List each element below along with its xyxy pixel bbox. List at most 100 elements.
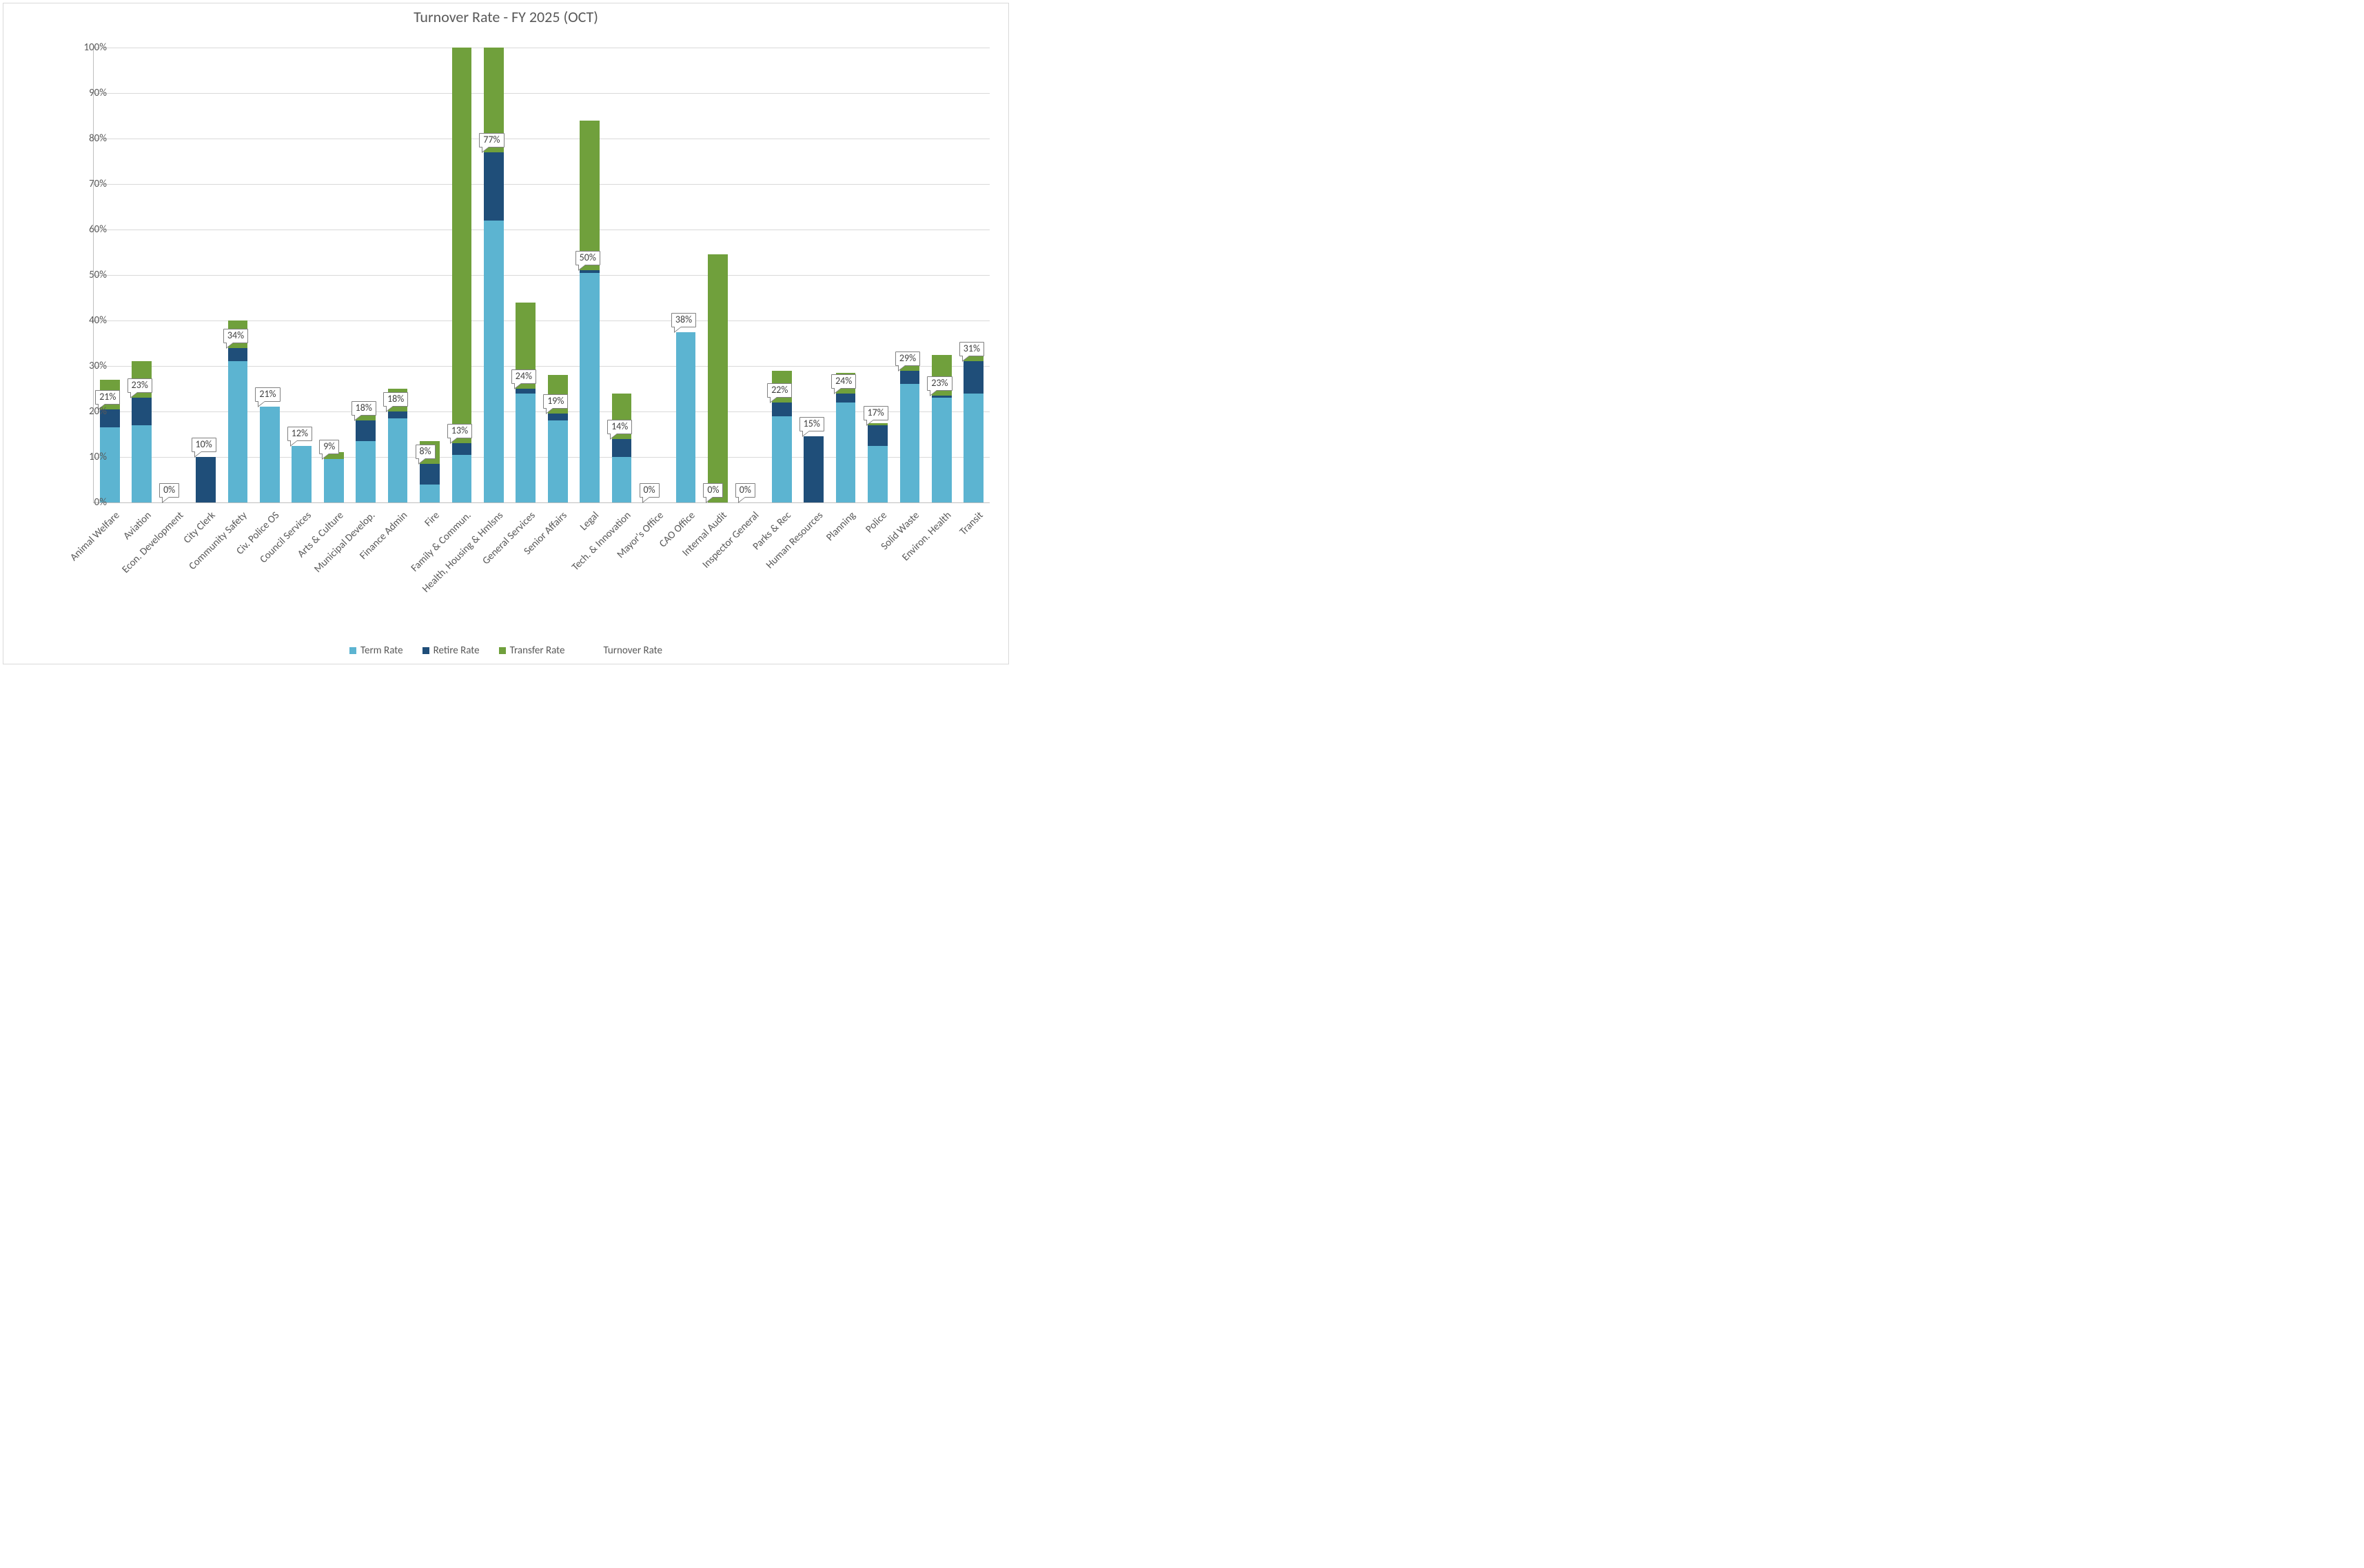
bar-segment-term	[484, 221, 504, 502]
bar	[484, 48, 504, 502]
legend-item: Term Rate	[349, 644, 403, 657]
bar-segment-retire	[516, 389, 536, 394]
bar-segment-transfer	[708, 254, 728, 502]
y-tick-label: 10%	[64, 451, 107, 463]
data-label-tail-fill	[963, 356, 969, 360]
data-label: 31%	[959, 342, 984, 356]
legend-label: Retire Rate	[434, 644, 480, 657]
legend-label: Term Rate	[360, 644, 403, 657]
data-label: 24%	[831, 374, 856, 389]
bar-segment-term	[676, 332, 696, 503]
bar-segment-term	[228, 361, 248, 502]
data-label: 17%	[864, 406, 888, 420]
y-tick-label: 70%	[64, 178, 107, 190]
data-label-tail-fill	[579, 265, 585, 269]
x-tick-label: Human Resources	[764, 509, 826, 571]
bar-segment-term	[388, 418, 408, 502]
data-label-tail-fill	[387, 406, 393, 411]
bar-segment-retire	[228, 348, 248, 362]
x-tick-label: Planning	[824, 509, 858, 544]
bar-segment-term	[580, 273, 600, 502]
legend-swatch	[349, 647, 356, 654]
bar	[932, 48, 952, 502]
data-label: 0%	[703, 483, 723, 498]
data-label-tail-fill	[323, 454, 329, 458]
data-label-tail-fill	[547, 408, 553, 413]
data-label-tail-fill	[706, 497, 713, 502]
data-label-tail-fill	[258, 401, 265, 406]
data-label: 13%	[447, 424, 472, 438]
bar	[132, 48, 152, 502]
plot-area: 21%23%0%10%34%21%12%9%18%18%8%13%77%24%1…	[93, 48, 990, 503]
bar-segment-retire	[836, 394, 856, 403]
data-label-tail-fill	[195, 451, 201, 456]
bar-segment-retire	[388, 411, 408, 418]
bar	[740, 48, 760, 502]
bar	[868, 48, 888, 502]
bar-segment-transfer	[452, 48, 472, 443]
bar-segment-retire	[868, 425, 888, 446]
bar-segment-retire	[548, 414, 568, 420]
chart-container: Turnover Rate - FY 2025 (OCT) 21% 23% 0% 10…	[3, 3, 1009, 664]
data-label: 23%	[128, 378, 152, 393]
x-tick-label: Animal Welfare	[68, 509, 122, 564]
legend-item: Turnover Rate	[584, 644, 662, 657]
data-label: 0%	[640, 483, 660, 498]
bar-segment-term	[548, 420, 568, 502]
bar-segment-retire	[356, 420, 376, 441]
data-label: 77%	[479, 133, 504, 147]
x-tick-label: Legal	[578, 509, 602, 533]
data-label: 22%	[767, 383, 792, 398]
data-label: 50%	[575, 251, 600, 265]
legend-swatch	[499, 647, 506, 654]
data-label-tail-fill	[803, 431, 809, 436]
data-label-tail-fill	[515, 383, 521, 388]
legend-label: Transfer Rate	[510, 644, 565, 657]
data-label-tail-fill	[835, 388, 841, 393]
data-label: 9%	[319, 440, 339, 454]
data-label: 0%	[735, 483, 755, 498]
data-label-tail-fill	[611, 434, 617, 438]
x-tick-label: Fire	[422, 509, 442, 529]
x-tick-label: Inspector General	[700, 509, 762, 571]
bar-segment-retire	[772, 403, 792, 416]
bar	[516, 48, 536, 502]
x-tick-label: Transit	[957, 509, 986, 538]
y-tick-label: 50%	[64, 269, 107, 281]
bar	[836, 48, 856, 502]
data-label-tail-fill	[482, 147, 489, 152]
bar-segment-term	[772, 416, 792, 502]
bar	[580, 48, 600, 502]
bar-segment-transfer	[580, 121, 600, 271]
bar-segment-term	[260, 407, 280, 502]
chart-title: Turnover Rate - FY 2025 (OCT)	[3, 8, 1008, 26]
data-label-tail-fill	[771, 397, 777, 402]
bar	[900, 48, 920, 502]
bar-segment-term	[100, 427, 120, 502]
data-label-tail-fill	[739, 497, 745, 502]
bar	[324, 48, 344, 502]
bar-segment-term	[612, 457, 632, 502]
bar-segment-term	[292, 446, 312, 503]
bar	[708, 48, 728, 502]
bar-segment-retire	[964, 361, 984, 393]
data-label: 14%	[607, 420, 632, 434]
data-label-tail-fill	[867, 420, 873, 425]
data-label: 21%	[255, 387, 280, 402]
y-tick-label: 20%	[64, 405, 107, 418]
bar	[548, 48, 568, 502]
data-label-tail-fill	[131, 392, 137, 397]
bar-segment-retire	[132, 398, 152, 425]
data-label-tail-fill	[643, 497, 649, 502]
data-label-tail-fill	[163, 497, 169, 502]
x-axis-labels: Animal WelfareAviationEcon. DevelopmentC…	[93, 505, 989, 622]
legend: Term Rate Retire Rate Transfer Rate Turnove…	[3, 644, 1008, 657]
bar	[420, 48, 440, 502]
bar	[964, 48, 984, 502]
data-label-tail-fill	[451, 438, 457, 442]
bar-segment-retire	[452, 443, 472, 455]
data-label-tail-fill	[930, 390, 937, 395]
bar-segment-retire	[612, 439, 632, 457]
data-label-tail-fill	[227, 343, 233, 347]
bar-segment-term	[132, 425, 152, 502]
